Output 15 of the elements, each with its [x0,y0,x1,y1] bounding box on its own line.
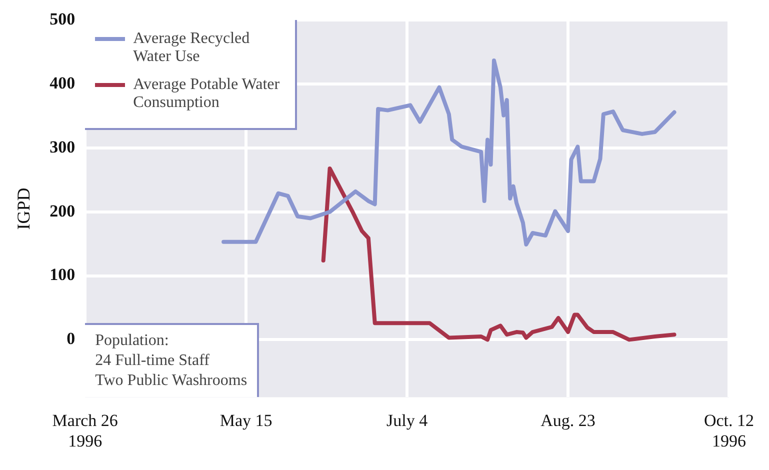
y-tick-label: 300 [50,137,76,156]
y-axis-title: IGPD [14,188,34,230]
legend-label: Average Potable Water Consumption [133,76,281,112]
x-tick-label: March 26 1996 [52,410,118,450]
y-tick-label: 0 [66,329,76,348]
x-tick-label: Aug. 23 [540,410,596,430]
y-tick-label: 200 [50,201,76,220]
x-tick-label: May 15 [220,410,272,430]
x-tick-label: Oct. 12 1996 [704,410,754,450]
x-tick-label: July 4 [386,410,428,430]
y-tick-label: 400 [50,73,76,92]
y-tick-label: 100 [50,265,76,284]
note-frame: Population: 24 Full-time Staff Two Public Washrooms [85,323,260,398]
y-tick-label: 500 [50,10,76,29]
legend-label: Average Recycled Water Use [133,30,251,66]
